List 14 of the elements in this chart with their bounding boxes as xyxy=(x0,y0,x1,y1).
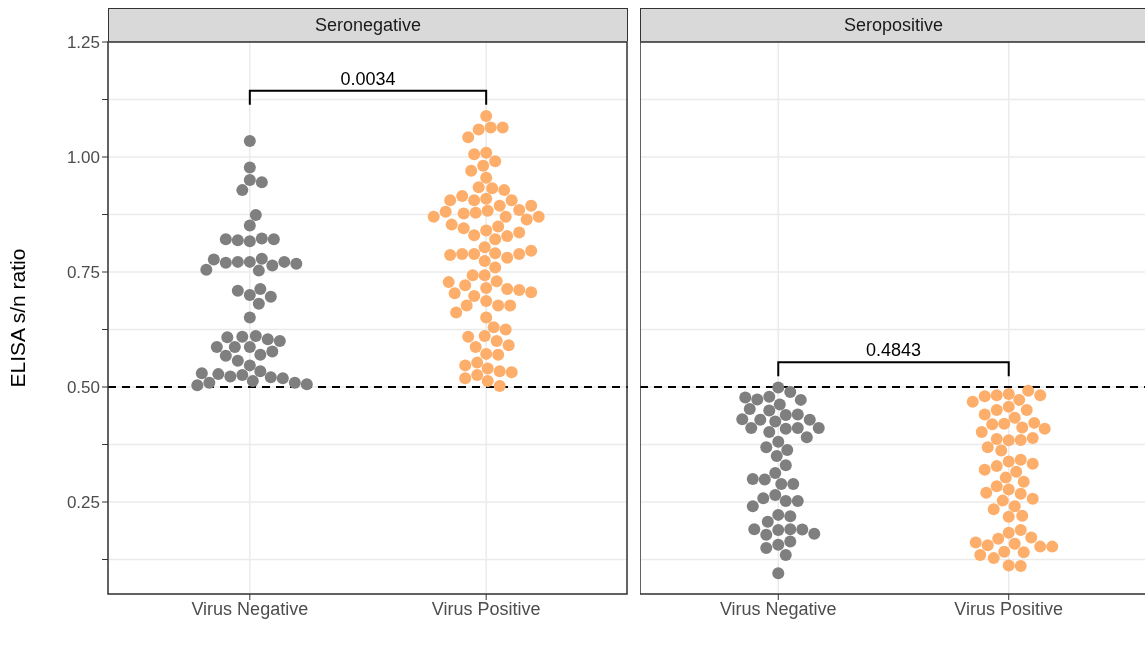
y-tick-label: 0.50 xyxy=(66,378,100,398)
x-tick-label: Virus Negative xyxy=(719,598,837,619)
y-tick-label: 1.25 xyxy=(66,33,100,53)
x-tick-label: Virus Negative xyxy=(191,598,309,619)
annotation: 0.0034 xyxy=(340,68,396,89)
annotation: 0.4843 xyxy=(865,340,922,361)
x-tick-label: Virus Positive xyxy=(431,598,541,619)
y-tick-label: 1.00 xyxy=(66,148,100,168)
y-tick-label: 0.75 xyxy=(66,263,100,283)
y-tick-label: 0.25 xyxy=(66,493,100,513)
chart-title: Seropositive xyxy=(640,8,1145,42)
y-axis-title: ELISA s/n ratio xyxy=(6,248,30,388)
x-tick-label: Virus Positive xyxy=(954,598,1064,619)
chart-title: Seronegative xyxy=(108,8,628,42)
